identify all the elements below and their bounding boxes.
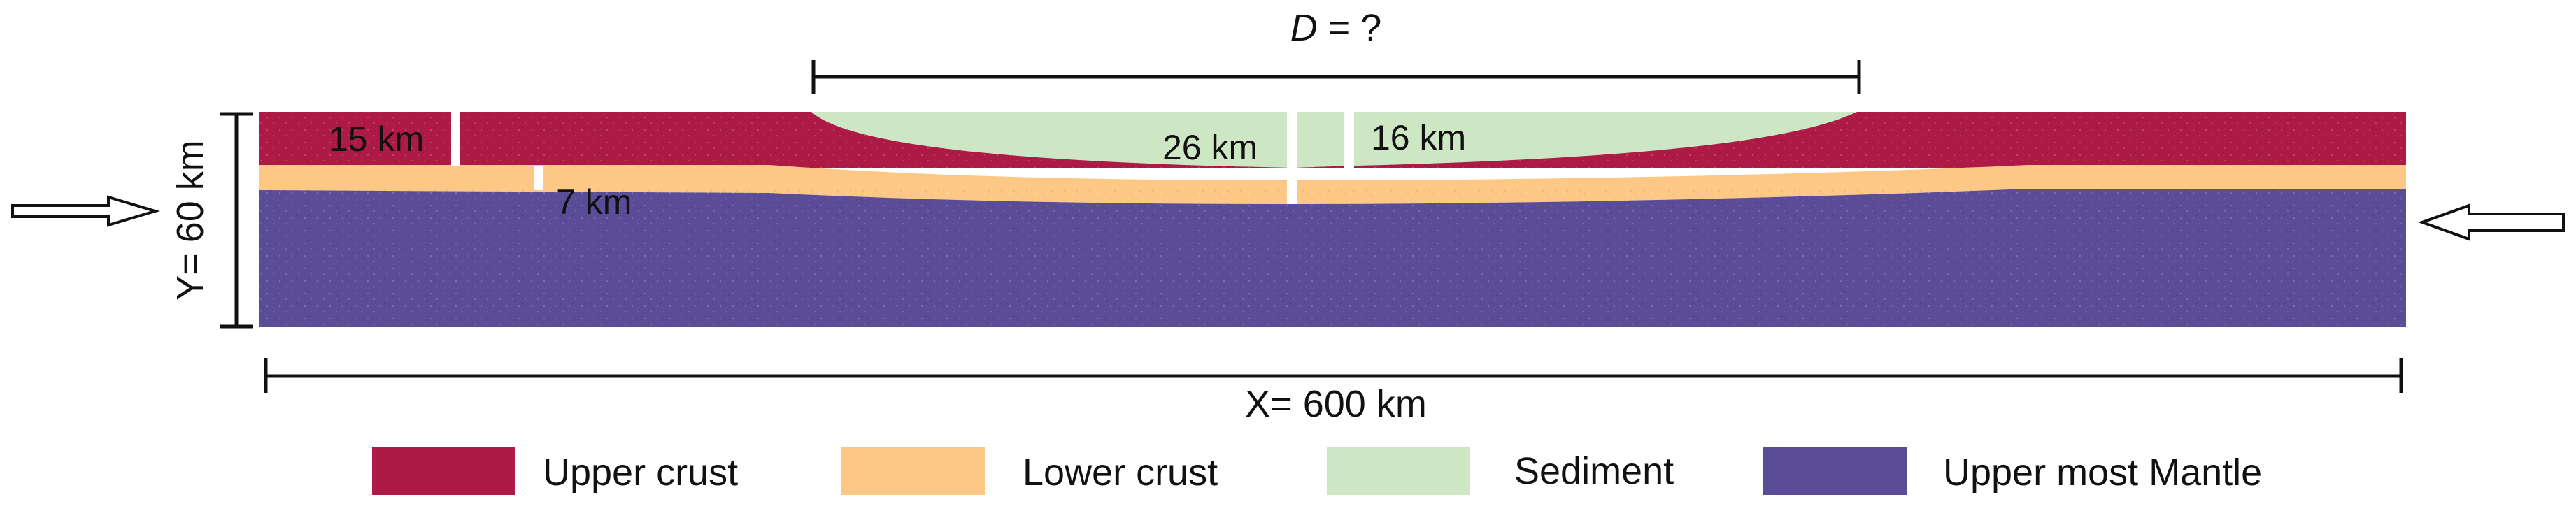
y-dimension [220,112,253,329]
legend-swatch-sediment [1327,447,1470,495]
legend: Upper crust Lower crust Sediment Upper m… [372,447,2262,495]
annotation-16km: 16 km [1371,118,1466,157]
gap-7km [534,166,543,190]
top-dimension-label: D = ? [1290,7,1382,49]
legend-label-sediment: Sediment [1514,450,1674,492]
mantle-texture [259,189,2406,327]
annotation-15km: 15 km [329,120,424,159]
y-dimension-label: Y= 60 km [169,140,211,301]
legend-label-lower-crust: Lower crust [1023,452,1218,494]
compression-arrow-right-icon [2418,203,2565,241]
gap-15km [451,112,460,166]
gap-16km [1344,112,1354,169]
legend-label-upper-crust: Upper crust [543,452,738,494]
x-dimension [264,358,2403,393]
gap-26km [1287,112,1297,204]
annotation-7km: 7 km [556,182,632,222]
legend-label-mantle: Upper most Mantle [1943,452,2262,494]
x-dimension-label: X= 600 km [1245,383,1427,425]
model-body [259,112,2406,327]
legend-swatch-upper-crust [372,447,515,495]
legend-swatch-mantle [1763,447,1907,495]
annotation-26km: 26 km [1162,128,1258,167]
legend-swatch-lower-crust [841,447,985,495]
top-dimension [811,60,1861,94]
sediment-basin [811,112,1857,168]
compression-arrow-left-icon [11,195,160,227]
